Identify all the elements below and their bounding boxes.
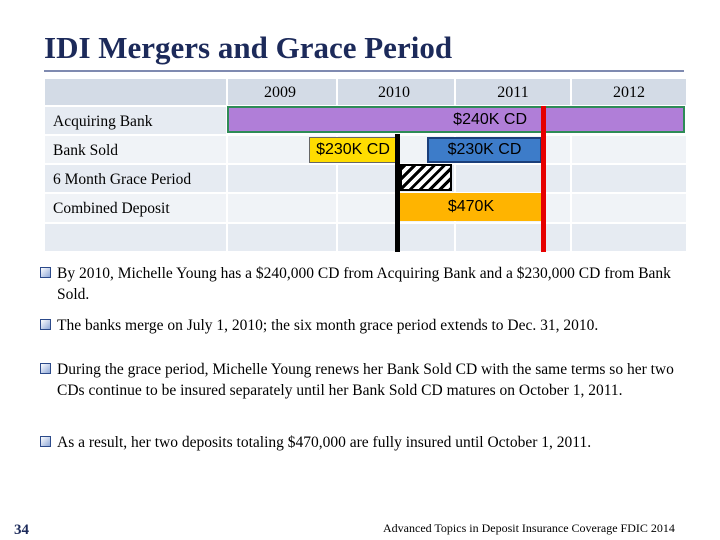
grid-cell [44,106,227,135]
bullet-text: The banks merge on July 1, 2010; the six… [57,317,599,334]
year-label-2010: 2010 [378,84,410,101]
title-divider [44,70,684,72]
row-label-bank-sold: Bank Sold [53,142,119,159]
grid-cell [44,223,227,252]
page-number: 34 [14,522,29,538]
row-label-acquiring-bank: Acquiring Bank [53,113,153,130]
grid-cell [455,78,571,106]
checkbox-bullet-icon [40,319,51,330]
grid-cell [44,193,227,223]
bank-sold-renewed-cd-bar: $230K CD [427,137,542,163]
grid-cell [227,164,337,193]
grid-cell [455,223,571,252]
combined-deposit-bar: $470K [398,193,544,221]
grid-cell [571,164,687,193]
grid-cell [337,78,455,106]
grid-cell [227,193,337,223]
bullet-text: During the grace period, Michelle Young … [57,361,674,399]
maturity-date-line [541,106,546,252]
checkbox-bullet-icon [40,436,51,447]
row-label-combined-deposit: Combined Deposit [53,200,170,217]
row-label-grace-period: 6 Month Grace Period [53,171,192,188]
grid-cell [571,135,687,164]
grid-cell [44,135,227,164]
grid-cell [571,78,687,106]
grid-cell [227,78,337,106]
grid-cell [571,223,687,252]
combined-deposit-label: $470K [447,198,495,215]
year-label-2011: 2011 [497,84,529,101]
bank-sold-cd-label: $230K CD [316,141,390,158]
grid-cell [44,164,227,193]
grid-cell [44,78,227,106]
merger-date-line [395,134,400,252]
year-label-2012: 2012 [613,84,645,101]
bullet-text: By 2010, Michelle Young has a $240,000 C… [57,265,671,303]
grid-cell [571,193,687,223]
acquiring-bank-cd-bar: $240K CD [227,106,685,133]
grace-period-hatched-bar [400,164,452,191]
grid-cell [455,164,571,193]
bullet-text: As a result, her two deposits totaling $… [57,434,592,451]
grid-cell [227,223,337,252]
acquiring-bank-cd-label: $240K CD [453,110,527,128]
checkbox-bullet-icon [40,267,51,278]
year-label-2009: 2009 [264,84,296,101]
footer-credit: Advanced Topics in Deposit Insurance Cov… [383,521,675,535]
bank-sold-renewed-cd-label: $230K CD [447,141,522,158]
page-title: IDI Mergers and Grace Period [44,30,453,65]
bank-sold-cd-bar: $230K CD [309,137,397,163]
checkbox-bullet-icon [40,363,51,374]
